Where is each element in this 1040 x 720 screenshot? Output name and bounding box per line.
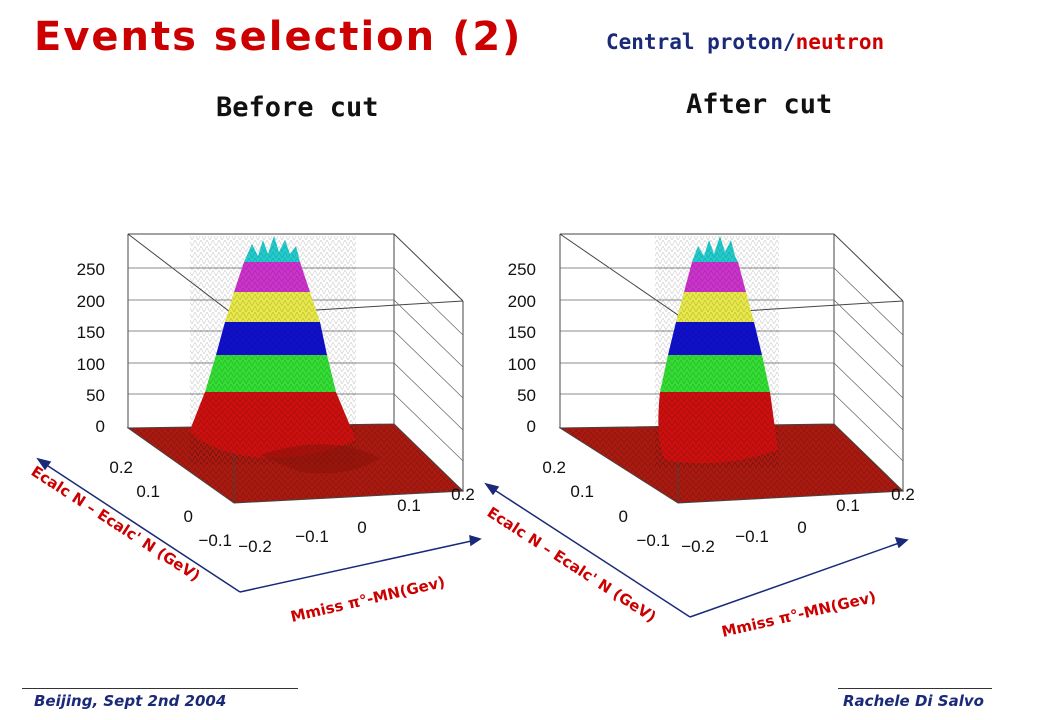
x-axis-label: Mmiss π°-MN(Gev) xyxy=(289,573,447,626)
x-tick-label: 0.1 xyxy=(397,496,421,515)
x-tick-label: −0.1 xyxy=(295,527,329,546)
x-tick-label: −0.2 xyxy=(238,537,272,556)
x-axis-ticks: −0.2 −0.1 0 0.1 0.2 xyxy=(681,485,915,556)
peak-color-bands xyxy=(655,236,779,468)
x-tick-label: −0.1 xyxy=(735,527,769,546)
y-axis-arrow xyxy=(36,457,241,593)
z-tick-label: 200 xyxy=(508,292,536,311)
footer-rule-left xyxy=(22,688,298,689)
z-gridlines xyxy=(560,267,904,462)
x-axis-label: Mmiss π°-MN(Gev) xyxy=(720,588,878,641)
z-tick-label: 150 xyxy=(77,323,105,342)
plot-before-cut: 250 200 150 100 50 0 0.2 0.1 0 −0.1 −0.2… xyxy=(28,233,482,626)
x-axis-ticks: −0.2 −0.1 0 0.1 0.2 xyxy=(238,485,475,556)
z-tick-label: 0 xyxy=(527,417,536,436)
z-tick-label: 100 xyxy=(77,355,105,374)
z-tick-label: 0 xyxy=(96,417,105,436)
z-tick-label: 50 xyxy=(86,386,105,405)
z-axis-ticks: 250 200 150 100 50 0 xyxy=(508,260,536,436)
footer-rule-right xyxy=(838,688,992,689)
z-tick-label: 150 xyxy=(508,323,536,342)
footer-location-date: Beijing, Sept 2nd 2004 xyxy=(34,692,227,710)
slide-subtitle: Central proton/neutron xyxy=(606,30,884,54)
z-tick-label: 250 xyxy=(77,260,105,279)
x-tick-label: 0.2 xyxy=(891,485,915,504)
peak-color-bands xyxy=(190,236,356,464)
footer-author: Rachele Di Salvo xyxy=(843,692,984,710)
x-tick-label: 0 xyxy=(357,518,366,537)
y-tick-label: −0.1 xyxy=(198,531,232,550)
peak-texture xyxy=(190,236,356,464)
y-tick-label: −0.1 xyxy=(636,531,670,550)
y-tick-label: 0.1 xyxy=(570,482,594,501)
y-tick-label: 0 xyxy=(619,507,628,526)
x-tick-label: 0.1 xyxy=(836,496,860,515)
plot-after-cut: 250 200 150 100 50 0 0.2 0.1 0 −0.1 −0.2… xyxy=(484,233,915,641)
y-tick-label: 0.1 xyxy=(136,482,160,501)
y-axis-ticks: 0.2 0.1 0 −0.1 xyxy=(542,458,670,550)
y-axis-arrow xyxy=(484,482,691,618)
x-axis-arrow xyxy=(689,537,909,618)
z-axis-ticks: 250 200 150 100 50 0 xyxy=(77,260,105,436)
y-tick-label: 0 xyxy=(184,507,193,526)
x-axis-arrow xyxy=(239,534,482,593)
peak-texture xyxy=(655,236,779,468)
after-cut-heading: After cut xyxy=(686,89,833,120)
tail-ridge xyxy=(260,444,380,474)
y-tick-label: 0.2 xyxy=(542,458,566,477)
subtitle-neutron: neutron xyxy=(795,30,885,54)
slide-title: Events selection (2) xyxy=(34,14,523,60)
z-tick-label: 250 xyxy=(508,260,536,279)
z-tick-label: 100 xyxy=(508,355,536,374)
y-tick-label: 0.2 xyxy=(109,458,133,477)
x-tick-label: 0 xyxy=(797,518,806,537)
x-tick-label: −0.2 xyxy=(681,537,715,556)
y-axis-label: Ecalc N – Ecalc' N (GeV) xyxy=(28,462,204,585)
y-axis-ticks: 0.2 0.1 0 −0.1 xyxy=(109,458,232,550)
x-tick-label: 0.2 xyxy=(451,485,475,504)
z-tick-label: 50 xyxy=(517,386,536,405)
y-axis-label: Ecalc N – Ecalc' N (GeV) xyxy=(484,503,660,626)
before-cut-heading: Before cut xyxy=(216,92,379,123)
subtitle-central-proton: Central proton/ xyxy=(606,30,796,54)
z-tick-label: 200 xyxy=(77,292,105,311)
